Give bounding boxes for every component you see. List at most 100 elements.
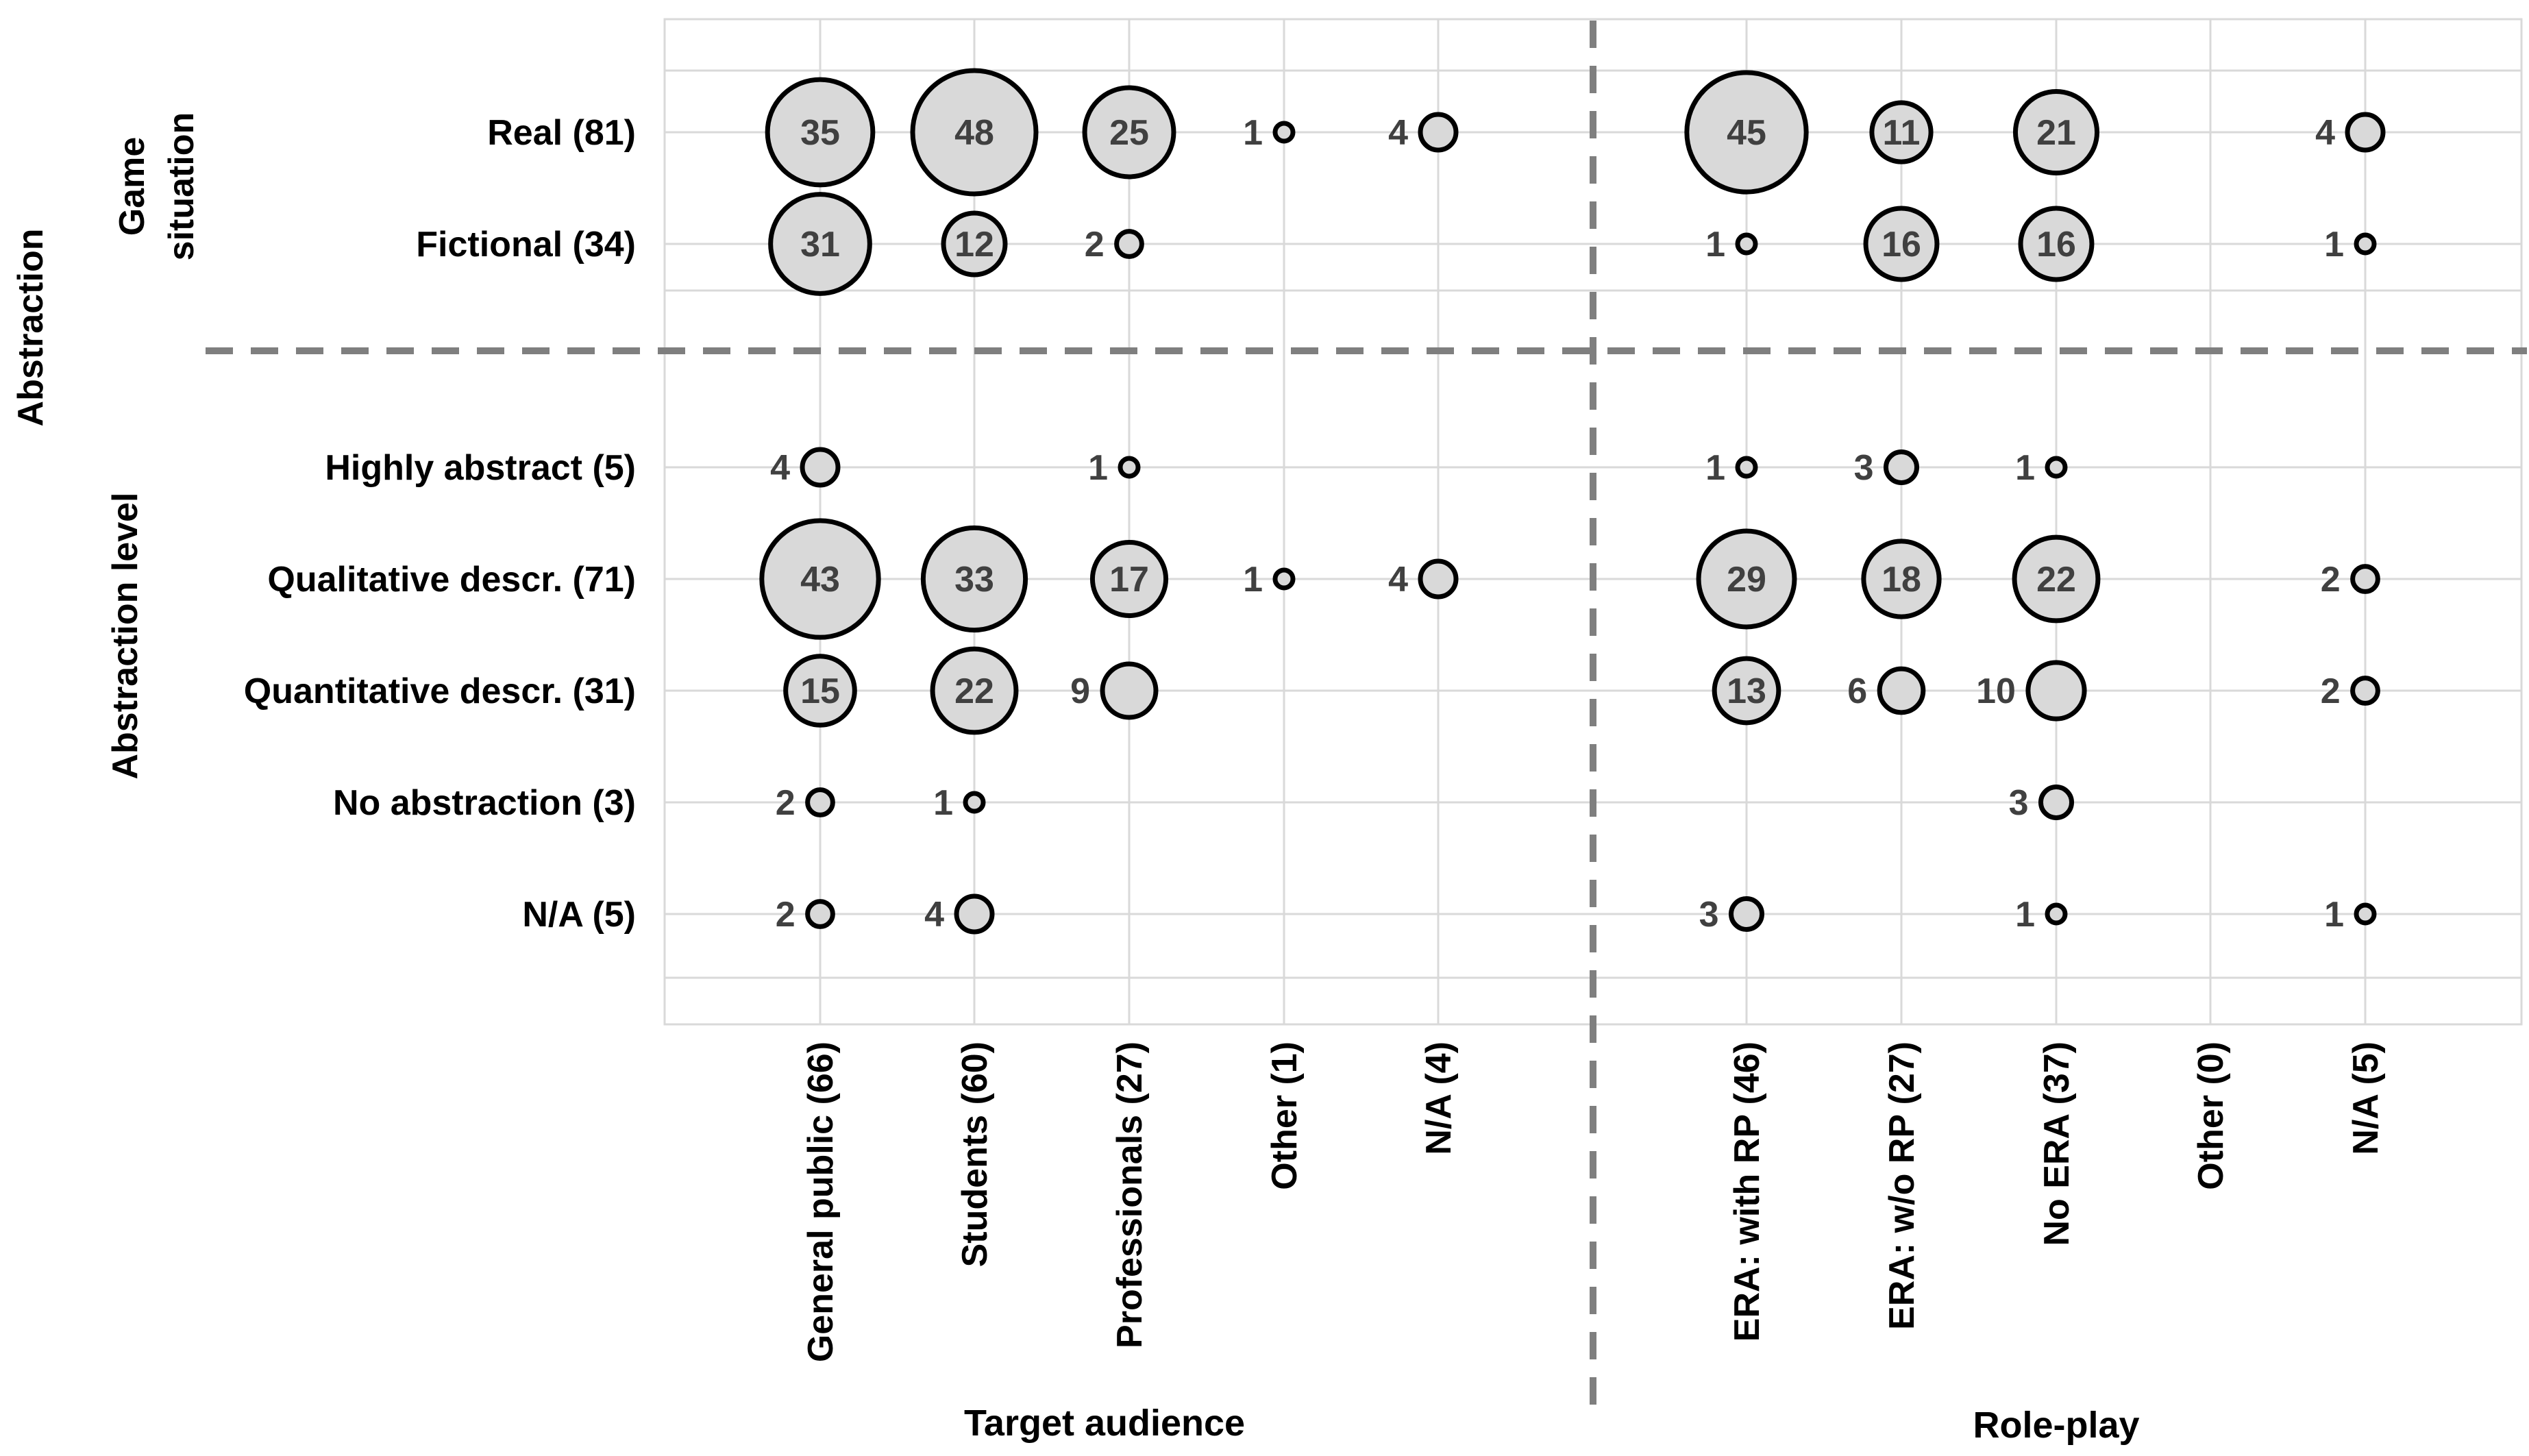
bubble-label-4-0: 15 <box>800 671 840 711</box>
column-label-2: Professionals (27) <box>1110 1041 1150 1348</box>
row-label-3: Qualitative descr. (71) <box>267 560 636 600</box>
bubble-2-5 <box>1735 456 1758 479</box>
bubble-6-7 <box>2045 902 2068 926</box>
bubble-3-1 <box>920 525 1028 633</box>
bubble-0-6 <box>1869 100 1934 164</box>
column-label-1: Students (60) <box>955 1041 995 1267</box>
bubble-6-1 <box>954 893 995 935</box>
bubble-layer <box>759 68 2386 935</box>
bubble-label-0-4: 4 <box>1388 113 1408 153</box>
bubble-label-0-7: 21 <box>2036 113 2076 153</box>
bubble-label-4-5: 13 <box>1727 671 1766 711</box>
bubble-label-5-7: 3 <box>2009 783 2029 823</box>
bubble-label-5-1: 1 <box>933 783 953 823</box>
bubble-label-0-2: 25 <box>1109 113 1149 153</box>
bubble-4-7 <box>2025 660 2087 721</box>
bubble-label-6-9: 1 <box>2324 895 2344 935</box>
bubble-4-1 <box>930 646 1019 735</box>
bubble-label-3-3: 1 <box>1243 560 1263 600</box>
bubble-2-2 <box>1118 456 1141 479</box>
bubble-4-5 <box>1712 656 1781 726</box>
bubble-label-1-5: 1 <box>1705 225 1725 264</box>
bubble-label-2-6: 3 <box>1854 448 1874 488</box>
bubble-label-3-2: 17 <box>1109 560 1149 600</box>
bubble-label-6-0: 2 <box>776 895 795 935</box>
bubble-1-9 <box>2354 232 2377 256</box>
bubble-label-3-9: 2 <box>2321 560 2341 600</box>
bubble-label-2-5: 1 <box>1705 448 1725 488</box>
bubble-label-0-9: 4 <box>2315 113 2335 153</box>
label-layer: Real (81) Fictional (34) Highly abstract (… <box>11 112 2386 1446</box>
bubble-1-7 <box>2018 206 2095 282</box>
row-label-0: Real (81) <box>487 113 636 153</box>
bubble-label-0-3: 1 <box>1243 113 1263 153</box>
bubble-3-5 <box>1696 528 1797 630</box>
column-label-8: Other (0) <box>2191 1041 2231 1190</box>
bubble-5-7 <box>2038 785 2074 820</box>
bubble-6-9 <box>2354 902 2377 926</box>
bubble-0-5 <box>1684 70 1809 195</box>
bubble-3-3 <box>1272 567 1296 591</box>
bubble-label-3-4: 4 <box>1388 560 1408 600</box>
column-label-5: ERA: with RP (46) <box>1727 1041 1767 1342</box>
column-group-title-target-audience: Target audience <box>964 1403 1245 1444</box>
bubble-label-2-0: 4 <box>770 448 790 488</box>
bubble-label-5-0: 2 <box>776 783 795 823</box>
bubble-5-0 <box>805 787 835 817</box>
bubble-1-0 <box>768 192 872 296</box>
bubble-label-3-1: 33 <box>954 560 994 600</box>
column-label-7: No ERA (37) <box>2037 1041 2077 1246</box>
bubble-label-4-6: 6 <box>1847 671 1867 711</box>
bubble-6-5 <box>1729 896 1764 932</box>
bubble-label-0-0: 35 <box>800 113 840 153</box>
column-label-3: Other (1) <box>1265 1041 1305 1190</box>
bubble-3-0 <box>759 518 881 640</box>
bubble-2-0 <box>800 447 841 488</box>
row-label-1: Fictional (34) <box>416 225 636 264</box>
bubble-4-2 <box>1100 661 1159 720</box>
row-group-title-game-line-1: Game <box>112 137 152 236</box>
bubble-1-1 <box>941 210 1008 277</box>
bubble-label-3-7: 22 <box>2036 560 2076 600</box>
bubble-0-3 <box>1272 121 1296 144</box>
bubble-label-1-0: 31 <box>800 225 840 264</box>
bubble-3-4 <box>1418 558 1459 600</box>
bubble-3-9 <box>2350 564 2380 594</box>
bubble-4-0 <box>783 654 857 728</box>
bubble-label-6-7: 1 <box>2015 895 2035 935</box>
bubble-label-6-5: 3 <box>1699 895 1719 935</box>
bubble-label-1-6: 16 <box>1882 225 1921 264</box>
column-label-6: ERA: w/o RP (27) <box>1882 1041 1922 1330</box>
bubble-label-1-7: 16 <box>2036 225 2076 264</box>
bubble-label-0-1: 48 <box>954 113 994 153</box>
bubble-label-1-9: 1 <box>2324 225 2344 264</box>
bubble-3-6 <box>1861 539 1942 619</box>
bubble-label-3-5: 29 <box>1727 560 1766 600</box>
column-label-9: N/A (5) <box>2346 1041 2386 1155</box>
bubble-6-0 <box>805 899 835 929</box>
bubble-3-7 <box>2012 534 2101 624</box>
row-group-title-game-line-2: situation <box>162 112 201 261</box>
row-group-title-abstraction-level: Abstraction level <box>106 492 145 779</box>
bubble-label-2-2: 1 <box>1088 448 1108 488</box>
bubble-1-5 <box>1735 232 1758 256</box>
divider-layer <box>206 21 2527 1415</box>
bubble-3-2 <box>1089 539 1169 619</box>
bubble-0-0 <box>765 77 876 188</box>
bubble-4-9 <box>2350 676 2380 706</box>
column-label-0: General public (66) <box>801 1041 841 1362</box>
bubble-label-4-1: 22 <box>954 671 994 711</box>
row-label-5: No abstraction (3) <box>333 783 636 823</box>
bubble-label-6-1: 4 <box>924 895 944 935</box>
outer-row-title-abstraction: Abstraction <box>11 229 51 427</box>
column-label-4: N/A (4) <box>1419 1041 1459 1155</box>
bubble-label-4-7: 10 <box>1976 671 2016 711</box>
bubble-label-4-9: 2 <box>2321 671 2341 711</box>
bubble-1-2 <box>1114 229 1144 259</box>
bubble-0-4 <box>1418 112 1459 153</box>
bubble-label-3-6: 18 <box>1882 560 1921 600</box>
bubble-label-0-5: 45 <box>1727 113 1766 153</box>
bubble-label-1-1: 12 <box>954 225 994 264</box>
bubble-0-7 <box>2012 88 2100 176</box>
row-label-6: N/A (5) <box>522 895 636 935</box>
